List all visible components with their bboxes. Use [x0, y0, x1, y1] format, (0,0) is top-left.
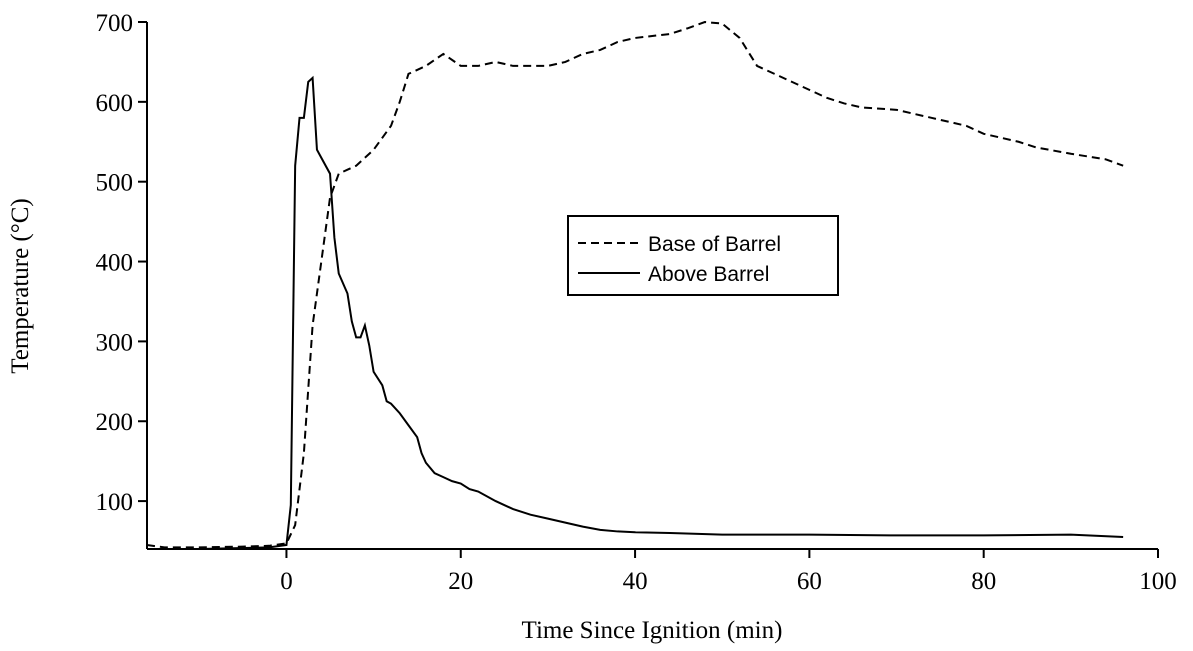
y-tick-label: 300: [96, 329, 134, 356]
legend-label: Above Barrel: [648, 263, 769, 286]
x-tick-label: 0: [280, 568, 293, 595]
x-tick-label: 80: [971, 568, 996, 595]
y-tick-label: 500: [96, 170, 134, 197]
y-tick-label: 700: [96, 10, 134, 37]
x-tick-label: 20: [448, 568, 473, 595]
data-line: [147, 75, 1124, 550]
y-tick-label: 200: [96, 409, 134, 436]
legend-box: [567, 215, 839, 296]
y-axis-label: Temperature (°C): [7, 198, 34, 374]
y-tick-label: 400: [96, 250, 134, 277]
y-tick-label: 600: [96, 90, 134, 117]
x-axis-label: Time Since Ignition (min): [522, 617, 783, 644]
x-tick-label: 60: [797, 568, 822, 595]
x-tick-label: 40: [623, 568, 648, 595]
y-tick-label: 100: [96, 489, 134, 516]
data-line: [146, 20, 1124, 549]
legend-label: Base of Barrel: [648, 233, 781, 256]
x-tick-label: 100: [1139, 568, 1177, 595]
